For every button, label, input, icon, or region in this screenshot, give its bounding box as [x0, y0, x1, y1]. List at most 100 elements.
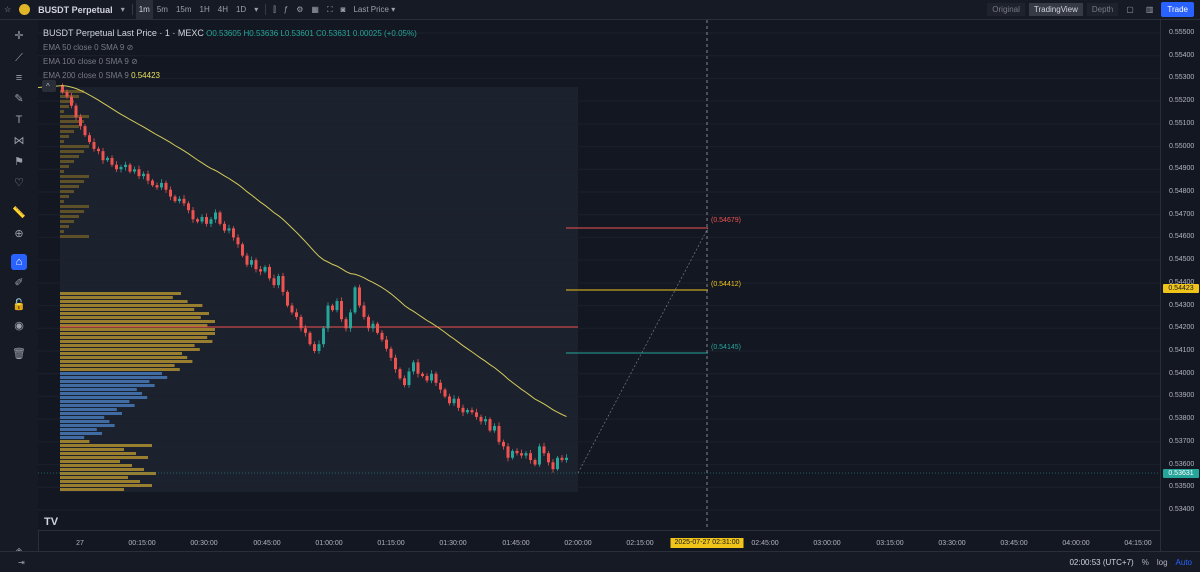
- tab-original[interactable]: Original: [987, 3, 1025, 16]
- lock-icon[interactable]: 🔓: [12, 299, 26, 311]
- candle-body: [70, 96, 73, 106]
- candle-body: [106, 157, 109, 161]
- time-axis[interactable]: 2025-07-27 02:31:00 27 00:15:00 00:30:00 00…: [38, 530, 1160, 552]
- chart-type-icon[interactable]: ⫿: [273, 4, 276, 14]
- volume-profile-bar: [60, 436, 85, 439]
- goto-date-icon[interactable]: ⇥: [18, 558, 25, 567]
- volume-profile-bar: [60, 150, 84, 153]
- candle-body: [187, 203, 190, 211]
- brush-icon[interactable]: ✎: [14, 93, 24, 105]
- legend-ema100[interactable]: EMA 100 close 0 SMA 9: [43, 57, 129, 66]
- candle-body: [286, 291, 289, 306]
- window-icon[interactable]: ▢: [1126, 5, 1134, 14]
- split-icon[interactable]: ▥: [1145, 5, 1154, 14]
- volume-profile-bar: [60, 448, 124, 451]
- interval-1d[interactable]: 1D: [235, 5, 247, 14]
- time-tick-label: 02:15:00: [626, 540, 654, 547]
- candle-body: [367, 316, 370, 329]
- legend-ema200[interactable]: EMA 200 close 0 SMA 9: [43, 71, 129, 80]
- percent-toggle[interactable]: %: [1141, 557, 1149, 567]
- candle-body: [308, 332, 312, 345]
- candle-body: [403, 378, 406, 386]
- last-price-tag: 0.53631: [1163, 469, 1199, 478]
- volume-profile-bar: [60, 292, 181, 295]
- time-tick-label: 04:15:00: [1124, 540, 1152, 547]
- volume-profile-bar: [60, 340, 213, 343]
- layout-icon[interactable]: ▦: [311, 5, 319, 14]
- candle-body: [110, 157, 114, 165]
- price-tick-label: 0.55000: [1169, 142, 1195, 150]
- volume-profile-bar: [60, 352, 182, 355]
- clock[interactable]: 02:00:53 (UTC+7): [1069, 557, 1134, 567]
- indicators-icon[interactable]: ƒ: [283, 5, 289, 14]
- trendline-icon[interactable]: ⟋: [15, 52, 23, 64]
- candle-body: [295, 312, 298, 317]
- chevron-up-icon[interactable]: ^: [46, 82, 50, 91]
- zoom-icon[interactable]: ⊕: [14, 228, 24, 240]
- lines-icon[interactable]: ≡: [15, 72, 23, 84]
- price-chart[interactable]: (0.54679) (0.54412) (0.54145) TV ^: [38, 20, 1160, 530]
- volume-profile-bar: [60, 484, 152, 487]
- camera-icon[interactable]: ◙: [340, 5, 346, 14]
- log-toggle[interactable]: log: [1156, 557, 1168, 567]
- heart-icon[interactable]: ♡: [14, 177, 24, 189]
- candle-body: [151, 180, 154, 186]
- candle-body: [353, 287, 357, 313]
- volume-profile-bar: [60, 100, 74, 103]
- volume-profile-bar: [60, 120, 84, 123]
- candle-body: [430, 373, 433, 381]
- crosshair-icon[interactable]: ✛: [14, 30, 24, 42]
- candle-body: [160, 182, 163, 188]
- settings-icon[interactable]: ⚙: [296, 5, 304, 14]
- candle-body: [137, 169, 141, 177]
- trash-icon[interactable]: 🗑: [12, 348, 26, 360]
- interval-more-icon[interactable]: ▾: [254, 5, 259, 14]
- time-tick-label: 03:15:00: [876, 540, 904, 547]
- chevron-down-icon[interactable]: ▾: [120, 5, 125, 14]
- fullscreen-icon[interactable]: ⛶: [326, 4, 333, 14]
- auto-toggle[interactable]: Auto: [1175, 557, 1192, 567]
- price-tick-label: 0.53700: [1169, 437, 1195, 445]
- volume-profile-bar: [60, 392, 142, 395]
- magnet-icon[interactable]: ⌂: [11, 254, 27, 270]
- tab-tradingview[interactable]: TradingView: [1028, 3, 1083, 16]
- candles: [61, 83, 568, 473]
- stay-drawing-icon[interactable]: ✐: [14, 277, 24, 289]
- candle-body: [124, 164, 127, 168]
- collapse-button[interactable]: [42, 80, 56, 92]
- tab-depth[interactable]: Depth: [1086, 3, 1119, 16]
- star-icon[interactable]: ☆: [4, 5, 12, 14]
- legend-ema50[interactable]: EMA 50 close 0 SMA 9: [43, 43, 125, 52]
- text-icon[interactable]: T: [15, 114, 23, 126]
- time-tick-label: 04:00:00: [1062, 540, 1090, 547]
- volume-profile-bar: [60, 205, 89, 208]
- eye-slash-icon[interactable]: ⊘: [126, 43, 134, 52]
- volume-profile-bar: [60, 230, 64, 233]
- pattern-icon[interactable]: ⋈: [13, 135, 25, 147]
- grid: [38, 32, 1160, 511]
- candle-body: [299, 316, 303, 329]
- interval-1h[interactable]: 1H: [199, 5, 210, 14]
- symbol-selector[interactable]: BUSDT Perpetual: [38, 4, 113, 15]
- ema-price-tag: 0.54423: [1163, 284, 1199, 293]
- candle-body: [565, 457, 568, 461]
- candle-body: [259, 269, 262, 272]
- price-tick-label: 0.54200: [1169, 324, 1195, 332]
- candle-body: [214, 212, 217, 220]
- interval-4h[interactable]: 4H: [217, 5, 228, 14]
- interval-5m[interactable]: 5m: [156, 5, 168, 14]
- volume-profile-bar: [60, 135, 69, 138]
- candle-body: [304, 328, 307, 333]
- drawing-toolbar: ✛ ⟋ ≡ ✎ T ⋈ ⚑ ♡ 📏 ⊕ ⌂ ✐ 🔓 ◉ 🗑 ◈: [0, 20, 39, 571]
- interval-1m[interactable]: 1m: [135, 0, 153, 20]
- volume-profile-bar: [60, 140, 64, 143]
- forecast-icon[interactable]: ⚑: [14, 156, 24, 168]
- price-axis[interactable]: 0.54423 0.53631 0.55500 0.55400 0.55300 0.5…: [1160, 20, 1200, 551]
- eye-slash-icon[interactable]: ⊘: [131, 57, 138, 66]
- price-type-selector[interactable]: Last Price ▾: [353, 5, 396, 14]
- upper-level-label: (0.54679): [711, 217, 741, 224]
- interval-15m[interactable]: 15m: [175, 5, 192, 14]
- ruler-icon[interactable]: 📏: [12, 207, 26, 219]
- eye-icon[interactable]: ◉: [14, 320, 24, 332]
- trade-button[interactable]: Trade: [1161, 2, 1194, 17]
